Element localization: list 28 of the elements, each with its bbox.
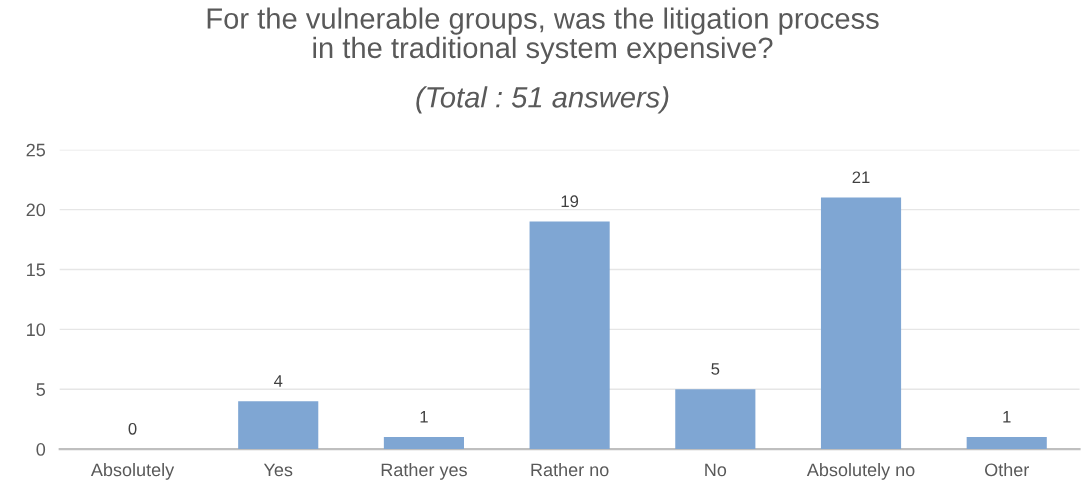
x-tick-label: Absolutely	[90, 462, 175, 480]
bar	[383, 437, 464, 450]
y-tick-label: 25	[26, 143, 46, 157]
y-tick-label: 5	[36, 383, 46, 396]
bar	[675, 389, 756, 450]
x-tick-label: Other	[985, 462, 1030, 477]
data-label: 19	[561, 195, 579, 208]
bar	[238, 401, 319, 450]
data-label: 1	[420, 411, 428, 423]
data-label: 0	[128, 422, 137, 435]
bar	[966, 437, 1047, 450]
x-tick-label: No	[705, 463, 727, 477]
data-label: 21	[852, 171, 870, 184]
x-tick-label: Yes	[263, 463, 293, 477]
data-label: 5	[711, 363, 720, 375]
x-tick-label: Rather yes	[381, 462, 467, 480]
x-tick-label: Rather no	[531, 462, 609, 477]
data-label: 4	[273, 375, 283, 387]
y-tick-label: 15	[27, 263, 46, 277]
y-tick-label: 20	[26, 203, 46, 217]
chart-subtitle: (Total : 51 answers)	[416, 86, 669, 114]
x-tick-label: Absolutely no	[806, 462, 915, 480]
y-tick-label: 0	[36, 443, 46, 456]
bar	[529, 221, 610, 450]
y-tick-label: 10	[27, 323, 46, 337]
bar	[820, 197, 902, 450]
chart-title: For the vulnerable groups, was the litigation process in the traditional system expensive?	[207, 7, 879, 64]
data-label: 1	[1003, 411, 1011, 423]
